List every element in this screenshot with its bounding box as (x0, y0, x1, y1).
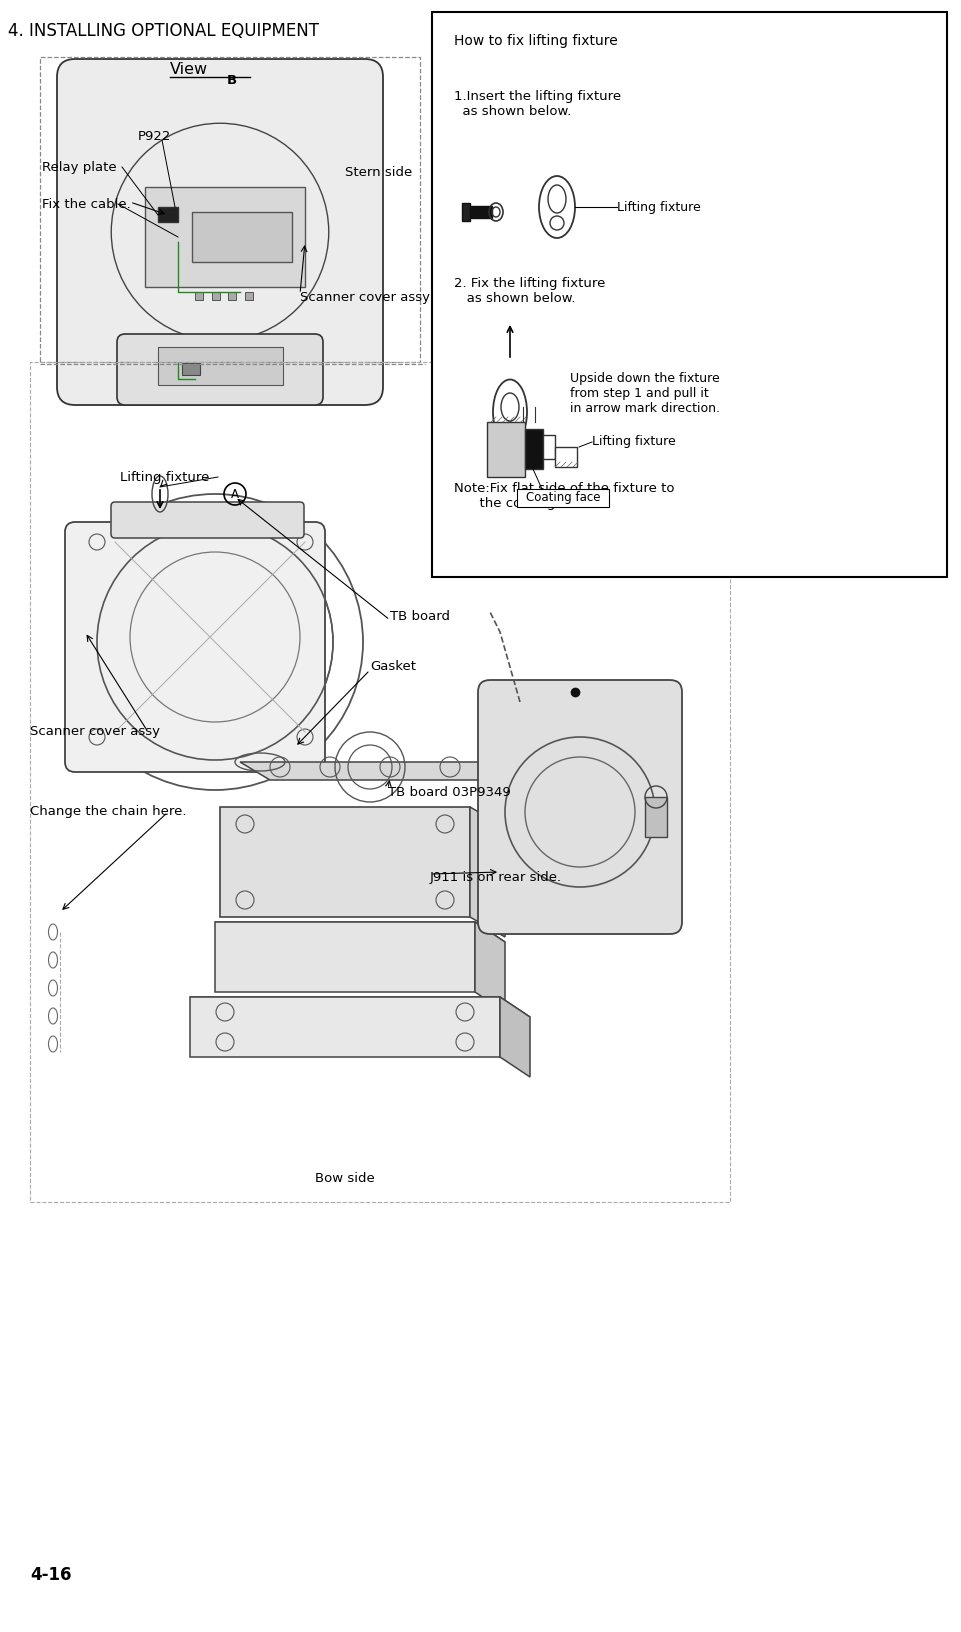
Text: Scanner cover assy: Scanner cover assy (30, 726, 160, 739)
Text: 2. Fix the lifting fixture
   as shown below.: 2. Fix the lifting fixture as shown belo… (454, 277, 604, 305)
Polygon shape (475, 922, 505, 1012)
Bar (158, 207, 178, 222)
Bar (220, 806, 470, 917)
Text: Lifting fixture: Lifting fixture (616, 201, 700, 214)
Text: Bow side: Bow side (315, 1172, 375, 1185)
Text: Stern side: Stern side (345, 165, 412, 178)
Text: Gasket: Gasket (370, 661, 415, 674)
Bar (542, 436, 554, 459)
Text: Change the chain here.: Change the chain here. (30, 806, 186, 819)
Polygon shape (214, 922, 475, 992)
Polygon shape (500, 997, 530, 1077)
Polygon shape (470, 206, 491, 219)
Bar (228, 292, 235, 300)
Text: Fix the cable.: Fix the cable. (42, 197, 131, 211)
Bar (30, 362, 729, 1203)
Text: A: A (231, 488, 238, 501)
Text: 4-16: 4-16 (30, 1567, 71, 1585)
Text: 1.Insert the lifting fixture
  as shown below.: 1.Insert the lifting fixture as shown be… (454, 90, 621, 118)
Text: Upside down the fixture
from step 1 and pull it
in arrow mark direction.: Upside down the fixture from step 1 and … (570, 372, 719, 415)
Bar (431, 11, 946, 578)
Bar (486, 423, 525, 477)
Text: B: B (227, 75, 236, 88)
FancyBboxPatch shape (65, 522, 325, 772)
Bar (40, 57, 420, 362)
Bar (195, 292, 203, 300)
Bar (644, 796, 666, 837)
Text: View: View (170, 62, 208, 77)
Bar (158, 348, 283, 385)
FancyBboxPatch shape (478, 681, 681, 934)
Text: TB board: TB board (389, 610, 450, 623)
Text: Lifting fixture: Lifting fixture (120, 470, 209, 483)
Text: J911 is on rear side.: J911 is on rear side. (430, 870, 561, 883)
Bar (182, 362, 200, 375)
Text: Lifting fixture: Lifting fixture (591, 436, 675, 449)
Text: Coating face: Coating face (526, 491, 600, 504)
FancyBboxPatch shape (111, 503, 304, 539)
Bar (516, 490, 608, 508)
Polygon shape (239, 762, 509, 780)
Bar (554, 447, 577, 467)
Text: 4. INSTALLING OPTIONAL EQUIPMENT: 4. INSTALLING OPTIONAL EQUIPMENT (8, 21, 319, 41)
FancyBboxPatch shape (117, 335, 323, 405)
Bar (245, 292, 253, 300)
Polygon shape (214, 922, 505, 942)
Text: Note:Fix flat side of the fixture to
      the coating face.: Note:Fix flat side of the fixture to the… (454, 481, 674, 509)
Bar (525, 429, 542, 468)
Text: Scanner cover assy: Scanner cover assy (300, 290, 430, 304)
Text: How to fix lifting fixture: How to fix lifting fixture (454, 34, 617, 47)
Polygon shape (190, 997, 530, 1017)
Polygon shape (190, 997, 500, 1058)
Bar (192, 212, 292, 263)
Bar (145, 188, 305, 287)
Polygon shape (461, 202, 470, 220)
Bar (211, 292, 220, 300)
Polygon shape (470, 806, 505, 937)
Text: Relay plate: Relay plate (42, 160, 116, 173)
Text: TB board 03P9349: TB board 03P9349 (387, 785, 510, 798)
FancyBboxPatch shape (57, 59, 382, 405)
Text: P922: P922 (137, 131, 171, 144)
